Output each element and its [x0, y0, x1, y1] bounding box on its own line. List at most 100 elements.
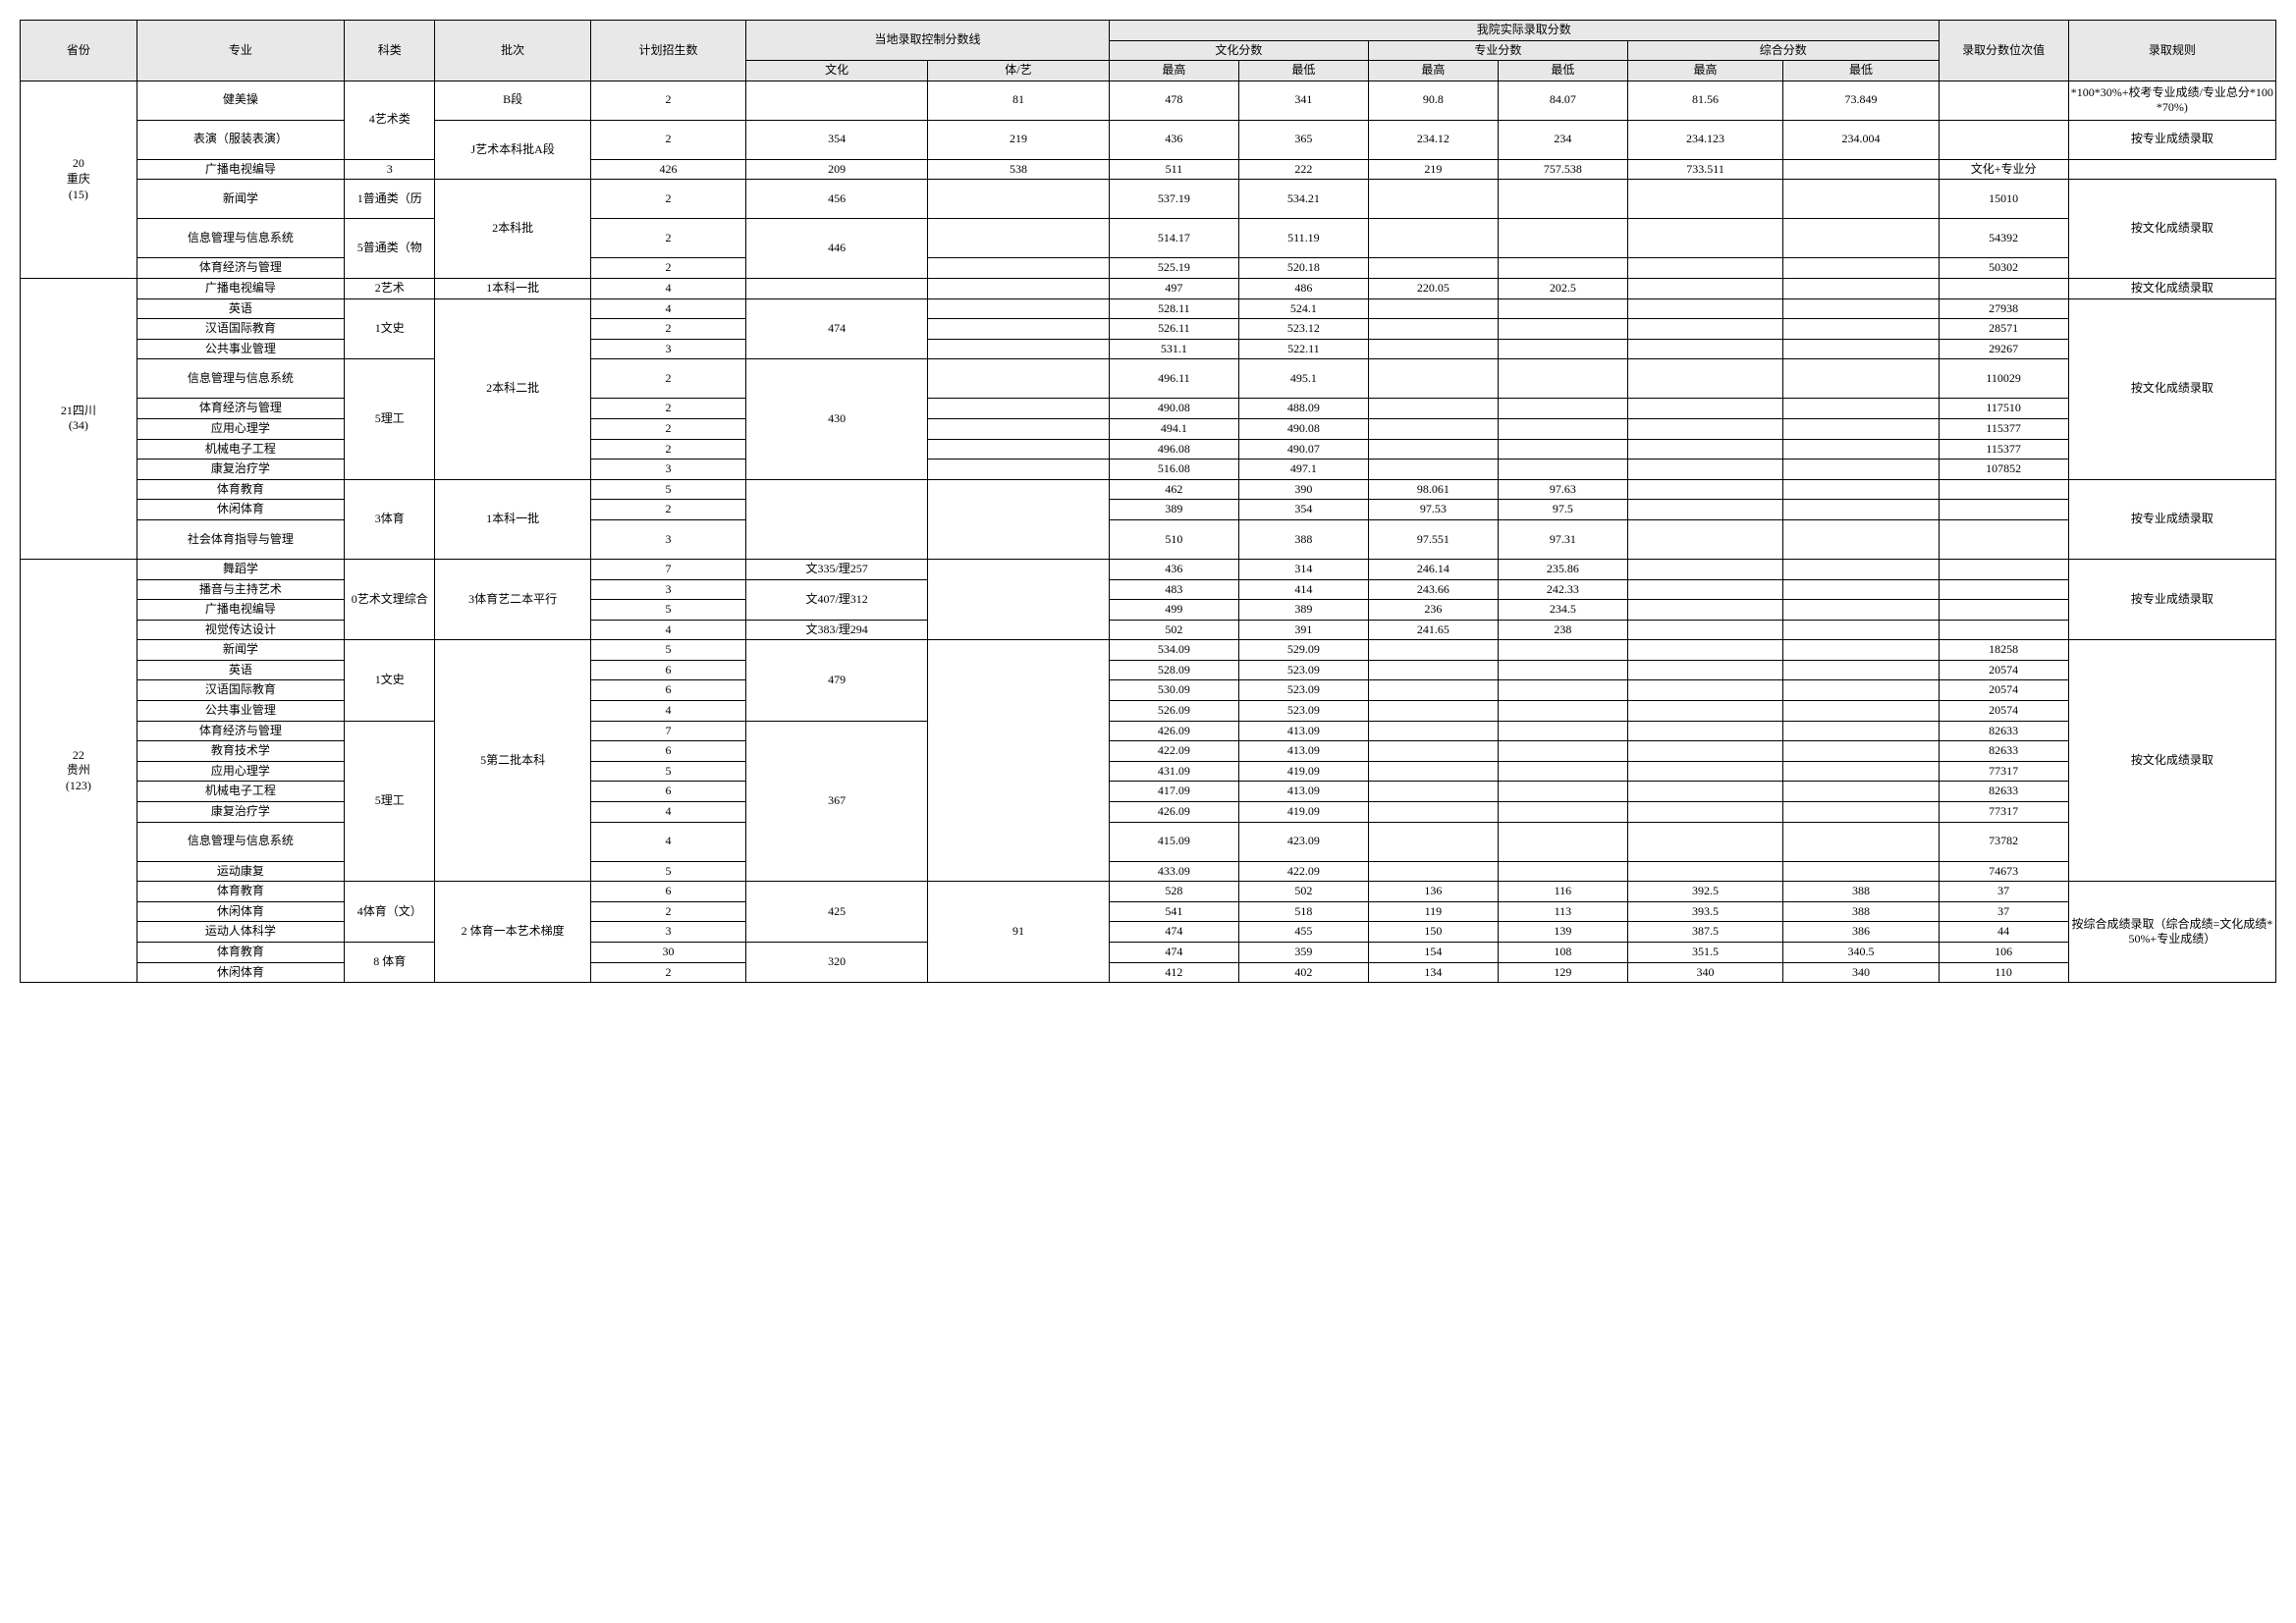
cell-plan: 3	[590, 519, 745, 559]
cell-culture-high: 478	[1109, 81, 1238, 120]
cell-culture-line: 426	[590, 159, 745, 180]
cell-comp-high	[1627, 439, 1782, 460]
cell-major-high	[1368, 822, 1498, 861]
cell-comp-high	[1627, 399, 1782, 419]
cell-culture-low: 502	[1238, 882, 1368, 902]
cell-sportart-line	[928, 399, 1110, 419]
cell-major-low	[1498, 298, 1627, 319]
cell-comp-low: 386	[1783, 922, 1939, 943]
table-header: 省份 专业 科类 批次 计划招生数 当地录取控制分数线 我院实际录取分数 录取分…	[21, 21, 2276, 81]
cell-major-low	[1498, 399, 1627, 419]
table-row: 英语1文史2本科二批4474528.11524.127938按文化成绩录取	[21, 298, 2276, 319]
cell-comp-low: 733.511	[1627, 159, 1782, 180]
cell-major: 公共事业管理	[137, 339, 344, 359]
cell-culture-high: 426.09	[1109, 802, 1238, 823]
cell-plan: 4	[590, 620, 745, 640]
cell-sportart-line: 219	[928, 120, 1110, 159]
cell-comp-high	[1627, 721, 1782, 741]
cell-comp-high	[1627, 701, 1782, 722]
cell-major: 英语	[137, 660, 344, 680]
cell-comp-high	[1627, 640, 1782, 661]
cell-culture-high: 541	[1109, 901, 1238, 922]
cell-culture-low: 419.09	[1238, 802, 1368, 823]
cell-comp-high	[1627, 802, 1782, 823]
cell-plan: 6	[590, 680, 745, 701]
table-row: 信息管理与信息系统5普通类（物2446514.17511.1954392	[21, 219, 2276, 258]
cell-major: 汉语国际教育	[137, 319, 344, 340]
cell-culture-low: 523.09	[1238, 680, 1368, 701]
cell-major-low	[1498, 861, 1627, 882]
cell-culture-high: 494.1	[1109, 418, 1238, 439]
cell-major-high	[1368, 359, 1498, 399]
cell-major: 体育教育	[137, 479, 344, 500]
cell-culture-high: 538	[928, 159, 1110, 180]
cell-plan: 4	[590, 298, 745, 319]
cell-culture-high: 426.09	[1109, 721, 1238, 741]
cell-plan: 2	[590, 901, 745, 922]
cell-comp-high	[1627, 782, 1782, 802]
cell-culture-high: 483	[1109, 579, 1238, 600]
cell-plan: 3	[590, 922, 745, 943]
cell-province: 20重庆(15)	[21, 81, 137, 278]
cell-culture-low: 495.1	[1238, 359, 1368, 399]
cell-culture-line: 文407/理312	[746, 579, 928, 620]
cell-plan: 2	[590, 418, 745, 439]
h-low2: 最低	[1498, 61, 1627, 81]
cell-comp-low	[1783, 500, 1939, 520]
cell-culture-low: 423.09	[1238, 822, 1368, 861]
cell-culture-high: 496.08	[1109, 439, 1238, 460]
cell-category: 5理工	[345, 359, 435, 479]
cell-plan: 6	[590, 882, 745, 902]
h-majorscore: 专业分数	[1368, 40, 1627, 61]
cell-major-low	[1498, 219, 1627, 258]
cell-batch: 1本科一批	[435, 479, 590, 559]
cell-major-low: 235.86	[1498, 559, 1627, 579]
cell-comp-low	[1783, 861, 1939, 882]
h-rule: 录取规则	[2068, 21, 2275, 81]
h-category: 科类	[345, 21, 435, 81]
cell-comp-high	[1627, 319, 1782, 340]
cell-comp-high: 234.123	[1627, 120, 1782, 159]
cell-culture-high: 525.19	[1109, 258, 1238, 279]
cell-culture-line: 430	[746, 359, 928, 479]
cell-comp-high: 387.5	[1627, 922, 1782, 943]
cell-culture-low: 422.09	[1238, 861, 1368, 882]
cell-sportart-line	[928, 559, 1110, 639]
cell-major: 社会体育指导与管理	[137, 519, 344, 559]
table-row: 体育教育8 体育30320474359154108351.5340.5106	[21, 943, 2276, 963]
cell-batch: 5第二批本科	[435, 640, 590, 882]
cell-culture-low: 497.1	[1238, 460, 1368, 480]
cell-major-low: 97.63	[1498, 479, 1627, 500]
cell-comp-high: 340	[1627, 962, 1782, 983]
cell-rank	[1939, 579, 2068, 600]
h-province: 省份	[21, 21, 137, 81]
cell-comp-low	[1783, 460, 1939, 480]
cell-sportart-line	[928, 439, 1110, 460]
cell-rule: 按文化成绩录取	[2068, 298, 2275, 479]
cell-culture-low: 486	[1238, 278, 1368, 298]
cell-culture-low: 390	[1238, 479, 1368, 500]
cell-culture-high: 490.08	[1109, 399, 1238, 419]
table-row: 20重庆(15)健美操4艺术类B段28147834190.884.0781.56…	[21, 81, 2276, 120]
cell-rule: 按综合成绩录取（综合成绩=文化成绩*50%+专业成绩）	[2068, 882, 2275, 983]
cell-major: 运动康复	[137, 861, 344, 882]
table-row: 新闻学1文史5第二批本科5479534.09529.0918258按文化成绩录取	[21, 640, 2276, 661]
cell-comp-low	[1783, 660, 1939, 680]
cell-culture-low: 389	[1238, 600, 1368, 621]
cell-batch: 2本科二批	[435, 298, 590, 479]
cell-culture-high: 462	[1109, 479, 1238, 500]
cell-rank: 106	[1939, 943, 2068, 963]
cell-rank: 117510	[1939, 399, 2068, 419]
cell-rule: 文化+专业分	[1939, 159, 2068, 180]
cell-comp-low	[1783, 519, 1939, 559]
table-row: 22贵州(123)舞蹈学0艺术文理综合3体育艺二本平行7文335/理257436…	[21, 559, 2276, 579]
cell-culture-high: 433.09	[1109, 861, 1238, 882]
cell-rank	[1939, 479, 2068, 500]
cell-major: 英语	[137, 298, 344, 319]
cell-culture-low: 341	[1238, 81, 1368, 120]
cell-major: 机械电子工程	[137, 782, 344, 802]
cell-rank: 18258	[1939, 640, 2068, 661]
cell-culture-low: 490.08	[1238, 418, 1368, 439]
cell-comp-low	[1783, 479, 1939, 500]
cell-comp-high	[1627, 219, 1782, 258]
